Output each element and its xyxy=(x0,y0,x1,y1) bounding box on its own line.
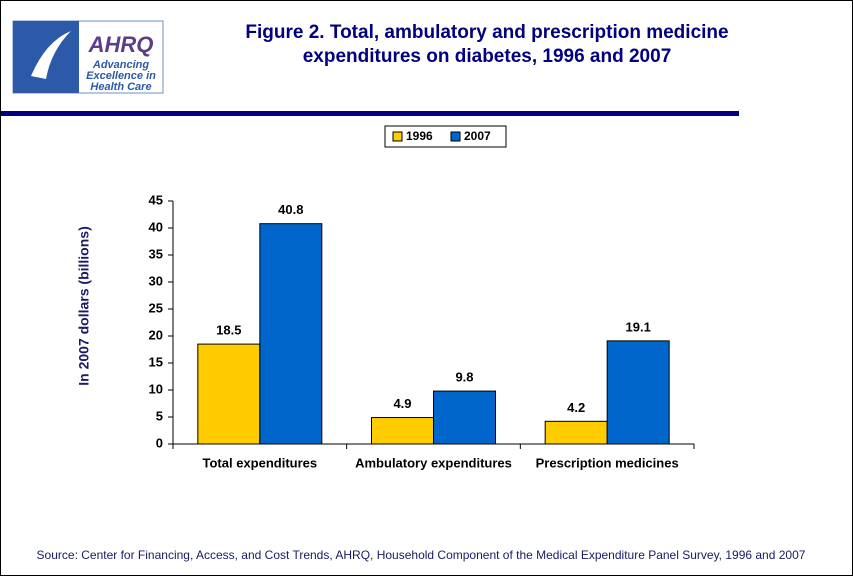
y-tick-label: 25 xyxy=(149,300,163,315)
y-tick-label: 20 xyxy=(149,327,163,342)
chart-title: expenditures on diabetes, 1996 and 2007 xyxy=(303,46,672,67)
legend-swatch xyxy=(392,131,403,142)
x-tick-label: Total expenditures xyxy=(203,455,318,470)
value-label: 4.2 xyxy=(567,400,585,415)
y-tick-label: 0 xyxy=(156,435,163,450)
logo-tagline: Advancing xyxy=(92,59,150,71)
y-tick-label: 35 xyxy=(149,246,163,261)
value-label: 4.9 xyxy=(393,396,411,411)
bar xyxy=(433,390,496,445)
value-label: 9.8 xyxy=(455,370,473,385)
logo-tagline: Health Care xyxy=(90,81,151,93)
legend-box xyxy=(384,125,507,148)
y-tick-label: 45 xyxy=(149,192,163,207)
source-note: Source: Center for Financing, Access, an… xyxy=(37,548,806,562)
bar xyxy=(606,340,670,445)
bar xyxy=(197,343,261,445)
bar xyxy=(371,417,434,445)
y-axis-label: In 2007 dollars (billions) xyxy=(76,226,92,385)
y-tick-label: 10 xyxy=(149,381,163,396)
y-tick-label: 40 xyxy=(149,219,163,234)
legend-swatch xyxy=(450,131,461,142)
logo-tagline: Excellence in xyxy=(86,70,156,82)
bar xyxy=(259,223,323,445)
y-tick-label: 5 xyxy=(156,408,163,423)
legend-label: 2007 xyxy=(464,129,491,143)
logo-name: AHRQ xyxy=(88,32,154,57)
hhs-eagle xyxy=(31,31,71,79)
value-label: 40.8 xyxy=(278,202,303,217)
x-tick-label: Ambulatory expenditures xyxy=(355,455,512,470)
value-label: 18.5 xyxy=(216,323,241,338)
y-tick-label: 30 xyxy=(149,273,163,288)
legend-label: 1996 xyxy=(406,129,433,143)
divider xyxy=(1,111,739,116)
chart-title: Figure 2. Total, ambulatory and prescrip… xyxy=(245,22,728,43)
value-label: 19.1 xyxy=(626,319,651,334)
y-tick-label: 15 xyxy=(149,354,163,369)
bar xyxy=(544,420,608,445)
x-tick-label: Prescription medicines xyxy=(536,455,679,470)
